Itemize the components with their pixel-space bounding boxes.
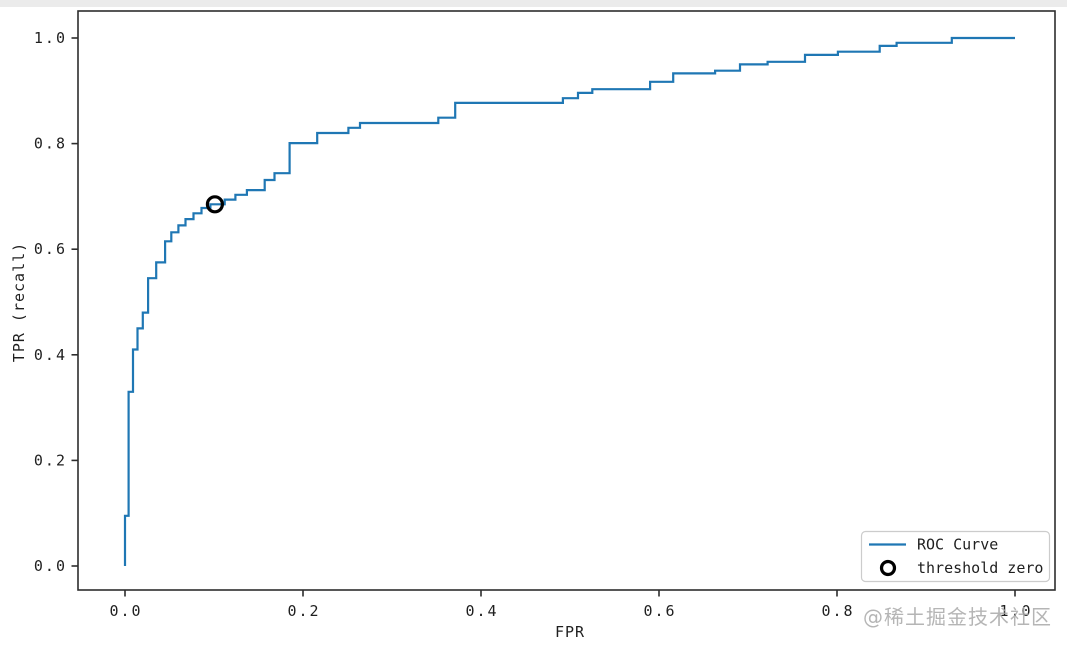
x-tick-label: 1.0 [999,602,1032,620]
y-tick-label: 0.0 [34,557,67,575]
x-axis-ticks: 0.0 0.2 0.4 0.6 0.8 1.0 [109,590,1032,620]
legend-label-roc-curve: ROC Curve [917,536,998,554]
x-tick-label: 0.6 [643,602,676,620]
y-tick-label: 0.8 [34,135,67,153]
page-top-strip [0,0,1067,7]
legend-label-threshold-zero: threshold zero [917,559,1043,577]
roc-curve-line [123,36,1015,566]
y-axis-label: TPR (recall) [10,242,28,362]
watermark: @稀土掘金技术社区 [863,605,1052,629]
y-tick-label: 0.4 [34,346,67,364]
legend-open-circle-icon [879,559,897,577]
x-tick-label: 0.0 [109,602,142,620]
threshold-zero-marker [205,195,224,214]
legend-box [860,530,1051,583]
legend: ROC Curve threshold zero [860,530,1051,583]
plot-area [77,10,1056,591]
y-tick-label: 0.6 [34,240,67,258]
x-tick-label: 0.2 [287,602,320,620]
y-tick-label: 0.2 [34,451,67,469]
y-axis-ticks: 0.0 0.2 0.4 0.6 0.8 1.0 [34,29,78,575]
x-tick-label: 0.4 [465,602,498,620]
x-tick-label: 0.8 [821,602,854,620]
x-axis-label: FPR [555,623,585,641]
y-tick-label: 1.0 [34,29,67,47]
